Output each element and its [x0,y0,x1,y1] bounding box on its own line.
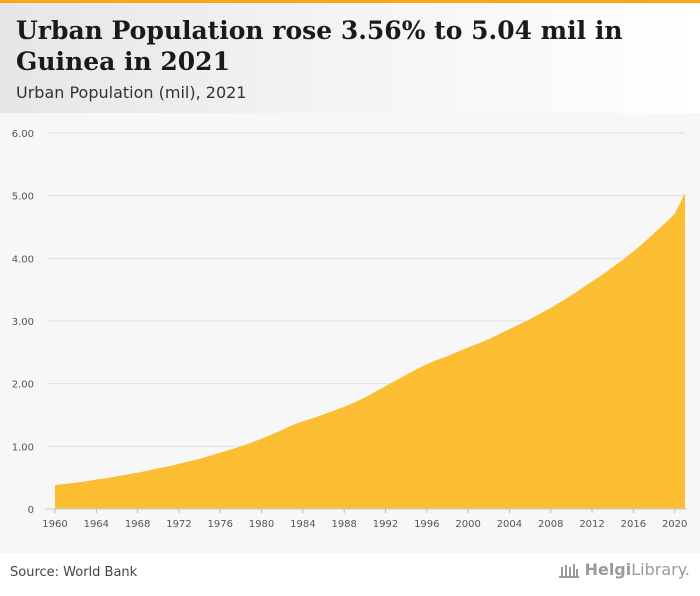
x-tick-label: 2004 [497,519,522,530]
chart-header: Urban Population rose 3.56% to 5.04 mil … [0,3,700,113]
data-point [445,354,449,358]
data-point [53,483,57,487]
data-point [74,481,78,485]
data-point [662,222,666,226]
y-tick-label: 0 [28,505,34,516]
data-point [652,231,656,235]
x-tick-label: 1988 [331,519,356,530]
data-point [580,286,584,290]
data-point [394,379,398,383]
data-point [115,474,119,478]
data-point [435,358,439,362]
data-point [146,469,150,473]
data-point [198,457,202,461]
data-point [342,405,346,409]
data-point [683,191,687,195]
data-point [373,390,377,394]
x-tick-label: 2012 [579,519,604,530]
data-point [94,478,98,482]
data-point [187,459,191,463]
series-area [55,193,685,509]
chart-subtitle: Urban Population (mil), 2021 [16,83,247,102]
data-point [208,454,212,458]
y-tick-label: 4.00 [12,254,34,265]
logo-text-bold: Helgi [584,560,632,579]
x-tick-label: 2000 [455,519,480,530]
data-point [538,311,542,315]
y-tick-label: 3.00 [12,317,34,328]
data-point [590,280,594,284]
x-tick-label: 1964 [84,519,109,530]
x-tick-label: 2020 [662,519,687,530]
x-tick-label: 1980 [249,519,274,530]
data-point [549,306,553,310]
chart-title: Urban Population rose 3.56% to 5.04 mil … [16,16,623,76]
data-point [167,464,171,468]
logo-text-rest: Library. [631,560,690,579]
data-point [105,476,109,480]
data-point [569,293,573,297]
data-point [528,317,532,321]
data-point [218,451,222,455]
data-point [63,482,67,486]
data-point [673,212,677,216]
data-point [270,432,274,436]
data-point [125,473,129,477]
y-tick-label: 1.00 [12,442,34,453]
y-tick-label: 6.00 [12,129,34,140]
data-point [332,409,336,413]
data-point [322,412,326,416]
data-point [600,273,604,277]
source-note: Source: World Bank [10,565,138,580]
data-point [642,241,646,245]
x-tick-label: 1960 [42,519,67,530]
data-point [383,384,387,388]
x-tick-label: 1968 [125,519,150,530]
data-point [476,342,480,346]
x-tick-label: 2016 [621,519,646,530]
data-point [363,395,367,399]
x-tick-label: 1984 [290,519,315,530]
data-point [507,327,511,331]
x-tick-label: 1976 [208,519,233,530]
y-tick-label: 2.00 [12,380,34,391]
data-point [229,447,233,451]
accent-bar [0,0,700,3]
data-point [136,471,140,475]
data-point [466,345,470,349]
data-point [260,437,264,441]
data-point [156,466,160,470]
data-point [559,300,563,304]
data-point [487,337,491,341]
data-point [518,322,522,326]
data-point [177,462,181,466]
data-point [497,332,501,336]
data-point [291,423,295,427]
data-point [611,265,615,269]
data-point [353,400,357,404]
data-point [311,416,315,420]
data-point [301,419,305,423]
data-point [84,479,88,483]
helgi-library-logo[interactable]: HelgiLibrary. [558,560,690,579]
x-tick-label: 2008 [538,519,563,530]
data-point [249,441,253,445]
data-point [414,367,418,371]
data-point [280,428,284,432]
data-point [404,373,408,377]
library-building-icon [558,563,579,578]
x-tick-label: 1996 [414,519,439,530]
x-tick-label: 1972 [166,519,191,530]
y-tick-label: 5.00 [12,192,34,203]
data-point [425,362,429,366]
footer [0,553,700,596]
data-point [456,350,460,354]
x-tick-label: 1992 [373,519,398,530]
data-point [631,249,635,253]
data-point [621,258,625,262]
area-chart: 0 1.00 2.00 3.00 4.00 5.00 6.00 1960 1964 1968 197… [12,129,688,530]
data-point [239,444,243,448]
